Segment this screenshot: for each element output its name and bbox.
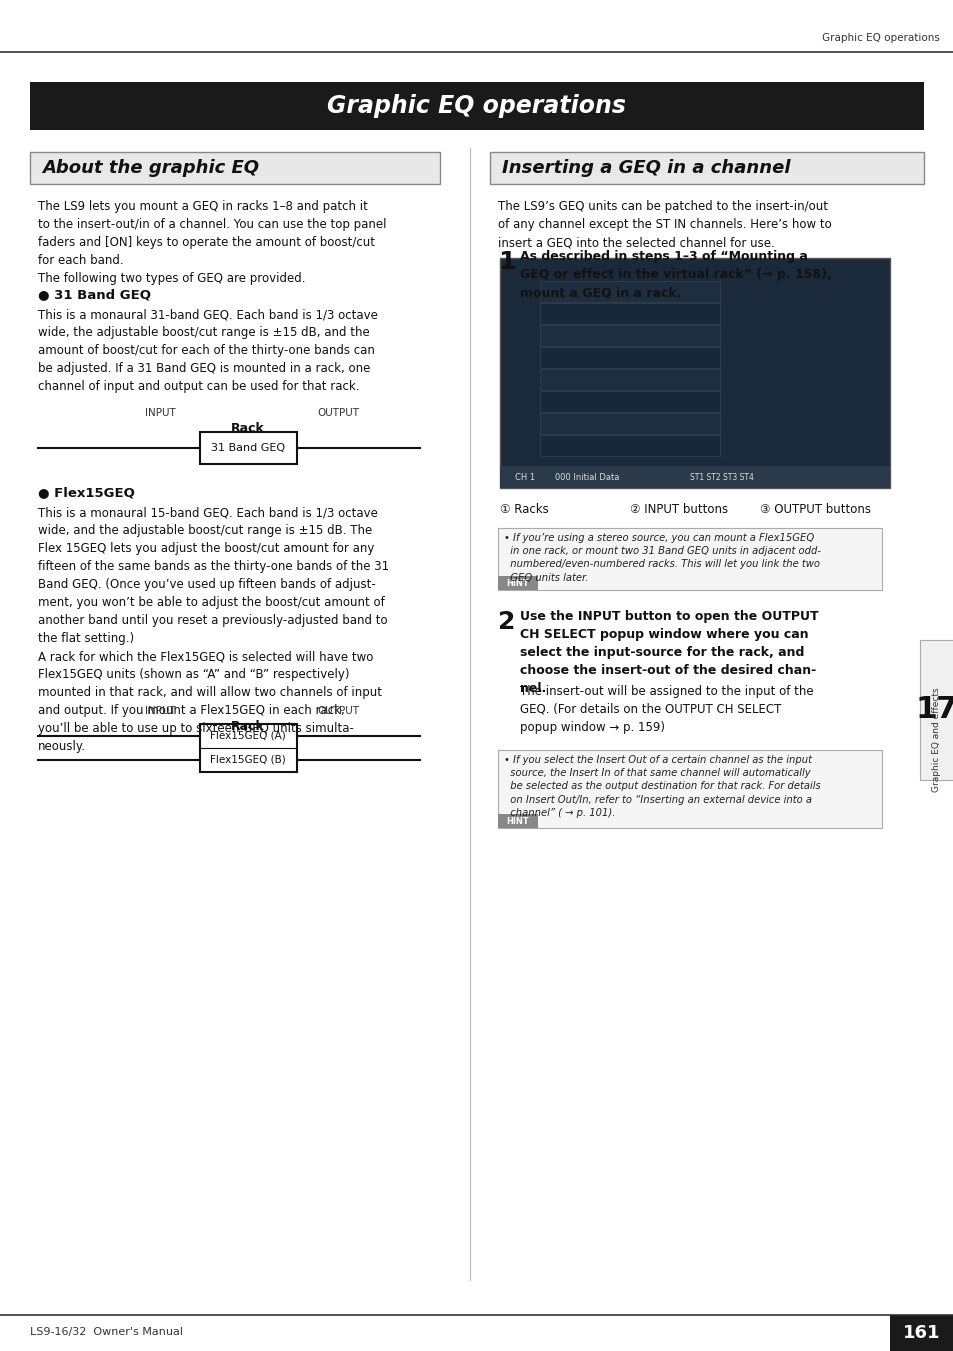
Bar xyxy=(539,326,720,346)
Text: 1: 1 xyxy=(497,250,515,274)
Text: ③ OUTPUT buttons: ③ OUTPUT buttons xyxy=(760,503,870,516)
Text: HINT: HINT xyxy=(506,578,529,588)
Bar xyxy=(200,432,296,463)
Bar xyxy=(200,724,296,771)
Text: About the graphic EQ: About the graphic EQ xyxy=(42,159,258,177)
Text: Flex15GEQ (A): Flex15GEQ (A) xyxy=(210,731,286,740)
Bar xyxy=(919,640,953,780)
Bar xyxy=(30,82,923,130)
Bar xyxy=(539,435,720,457)
Text: 31 Band GEQ: 31 Band GEQ xyxy=(211,443,285,453)
Text: Use the INPUT button to open the OUTPUT
CH SELECT popup window where you can
sel: Use the INPUT button to open the OUTPUT … xyxy=(519,611,818,694)
Text: CH 1: CH 1 xyxy=(515,473,535,481)
Bar xyxy=(497,576,537,590)
Text: 2: 2 xyxy=(497,611,515,634)
Bar xyxy=(539,281,720,303)
Text: 000 Initial Data: 000 Initial Data xyxy=(555,473,618,481)
Text: ● Flex15GEQ: ● Flex15GEQ xyxy=(38,486,134,499)
Bar xyxy=(497,528,882,590)
Bar xyxy=(497,815,537,828)
Text: INPUT: INPUT xyxy=(145,408,175,417)
Text: INPUT: INPUT xyxy=(145,707,175,716)
Text: 161: 161 xyxy=(902,1324,940,1342)
Text: The LS9 lets you mount a GEQ in racks 1–8 and patch it
to the insert-out/in of a: The LS9 lets you mount a GEQ in racks 1–… xyxy=(38,200,386,285)
Text: Flex15GEQ (B): Flex15GEQ (B) xyxy=(210,755,286,765)
Bar xyxy=(539,347,720,367)
Text: • If you select the Insert Out of a certain channel as the input
  source, the I: • If you select the Insert Out of a cert… xyxy=(503,755,820,817)
Text: HINT: HINT xyxy=(506,816,529,825)
Bar xyxy=(539,369,720,390)
Text: This is a monaural 31-band GEQ. Each band is 1/3 octave
wide, the adjustable boo: This is a monaural 31-band GEQ. Each ban… xyxy=(38,308,377,393)
Text: Graphic EQ operations: Graphic EQ operations xyxy=(821,32,939,43)
Bar xyxy=(490,153,923,184)
Text: As described in steps 1–3 of “Mounting a
GEQ or effect in the virtual rack” (→ p: As described in steps 1–3 of “Mounting a… xyxy=(519,250,831,299)
Text: 17: 17 xyxy=(915,696,953,724)
Bar xyxy=(539,390,720,412)
Text: Rack: Rack xyxy=(231,720,265,734)
Text: • If you’re using a stereo source, you can mount a Flex15GEQ
  in one rack, or m: • If you’re using a stereo source, you c… xyxy=(503,534,821,582)
Bar xyxy=(497,750,882,828)
Text: OUTPUT: OUTPUT xyxy=(316,707,358,716)
Text: ST1 ST2 ST3 ST4: ST1 ST2 ST3 ST4 xyxy=(689,473,753,481)
Bar xyxy=(499,258,889,488)
Bar xyxy=(499,466,889,488)
Text: The insert-out will be assigned to the input of the
GEQ. (For details on the OUT: The insert-out will be assigned to the i… xyxy=(519,685,813,734)
Bar xyxy=(539,413,720,434)
Text: Graphic EQ operations: Graphic EQ operations xyxy=(327,95,626,118)
Text: OUTPUT: OUTPUT xyxy=(316,408,358,417)
Text: Graphic EQ and effects: Graphic EQ and effects xyxy=(931,688,941,792)
Text: ① Racks: ① Racks xyxy=(499,503,548,516)
Text: ● 31 Band GEQ: ● 31 Band GEQ xyxy=(38,288,151,301)
Bar xyxy=(539,303,720,324)
Text: LS9-16/32  Owner's Manual: LS9-16/32 Owner's Manual xyxy=(30,1327,183,1337)
Text: Inserting a GEQ in a channel: Inserting a GEQ in a channel xyxy=(501,159,790,177)
Text: This is a monaural 15-band GEQ. Each band is 1/3 octave
wide, and the adjustable: This is a monaural 15-band GEQ. Each ban… xyxy=(38,507,389,753)
Text: ② INPUT buttons: ② INPUT buttons xyxy=(629,503,727,516)
Bar xyxy=(889,1315,953,1351)
Bar xyxy=(30,153,439,184)
Text: The LS9’s GEQ units can be patched to the insert-in/out
of any channel except th: The LS9’s GEQ units can be patched to th… xyxy=(497,200,831,249)
Text: Rack: Rack xyxy=(231,422,265,435)
